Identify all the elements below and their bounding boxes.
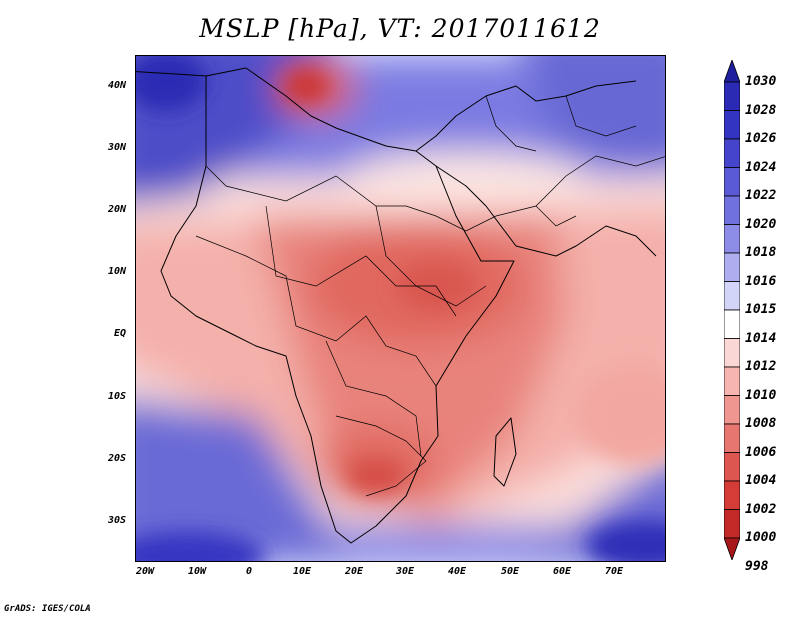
colorbar-label: 1015 (745, 302, 777, 317)
lat-label-10s: 10S (107, 391, 126, 402)
coastlines (136, 67, 657, 544)
colorbar-segment (724, 252, 740, 282)
chart-title: MSLP [hPa], VT: 2017011612 (199, 14, 601, 43)
lon-label-0: 0 (245, 566, 253, 577)
colorbar-segment (724, 281, 740, 311)
colorbar-segment (724, 110, 740, 140)
lon-label-70e: 70E (604, 566, 624, 577)
country-borders (195, 95, 665, 497)
colorbar (724, 60, 740, 560)
footer-credit: GrADS: IGES/COLA (4, 604, 91, 614)
colorbar-label: 1014 (745, 330, 777, 346)
lat-label-eq: EQ (113, 328, 126, 339)
lat-label-20n: 20N (107, 204, 126, 215)
map-canvas (136, 56, 665, 561)
colorbar-segment (724, 338, 740, 368)
colorbar-segment (724, 452, 740, 482)
colorbar-label: 1006 (745, 444, 777, 460)
lat-label-20s: 20S (107, 453, 126, 464)
lon-label-20w: 20W (135, 566, 155, 577)
colorbar-label: 1008 (745, 416, 777, 431)
lon-label-20e: 20E (344, 566, 364, 577)
colorbar-label: 998 (745, 558, 769, 574)
colorbar-label: 1016 (745, 273, 777, 289)
pressure-map (135, 55, 666, 562)
lat-label-40n: 40N (107, 80, 126, 91)
lon-label-10e: 10E (292, 566, 312, 577)
colorbar-segment (724, 366, 740, 396)
colorbar-segment (724, 138, 740, 168)
colorbar-label: 1018 (745, 245, 777, 260)
colorbar-label: 1030 (745, 74, 777, 89)
colorbar-label: 1010 (745, 387, 777, 403)
pressure-field (136, 56, 665, 561)
colorbar-label: 1002 (745, 501, 777, 517)
lat-label-10n: 10N (107, 266, 126, 277)
colorbar-label: 1000 (745, 530, 777, 545)
colorbar-segment (724, 423, 740, 453)
colorbar-segment (724, 309, 740, 339)
lon-label-30e: 30E (395, 566, 415, 577)
lon-label-40e: 40E (447, 566, 467, 577)
colorbar-segment (724, 81, 740, 111)
colorbar-segment (724, 509, 740, 539)
lon-label-50e: 50E (500, 566, 520, 577)
colorbar-label: 1020 (745, 216, 777, 232)
colorbar-segment (724, 167, 740, 197)
lat-label-30s: 30S (107, 515, 126, 526)
colorbar-label: 1022 (745, 188, 777, 203)
colorbar-segment (724, 195, 740, 225)
lat-label-30n: 30N (107, 142, 126, 153)
colorbar-label: 1012 (745, 359, 777, 374)
colorbar-bottom-triangle (724, 537, 740, 560)
colorbar-label: 1004 (745, 473, 777, 488)
colorbar-segment (724, 480, 740, 510)
colorbar-label: 1026 (745, 131, 777, 146)
colorbar-segment (724, 224, 740, 254)
lon-label-60e: 60E (552, 566, 572, 577)
lon-label-10w: 10W (187, 566, 207, 577)
colorbar-top-triangle (724, 60, 740, 83)
colorbar-label: 1028 (745, 102, 777, 118)
colorbar-segment (724, 395, 740, 425)
colorbar-label: 1024 (745, 159, 777, 175)
